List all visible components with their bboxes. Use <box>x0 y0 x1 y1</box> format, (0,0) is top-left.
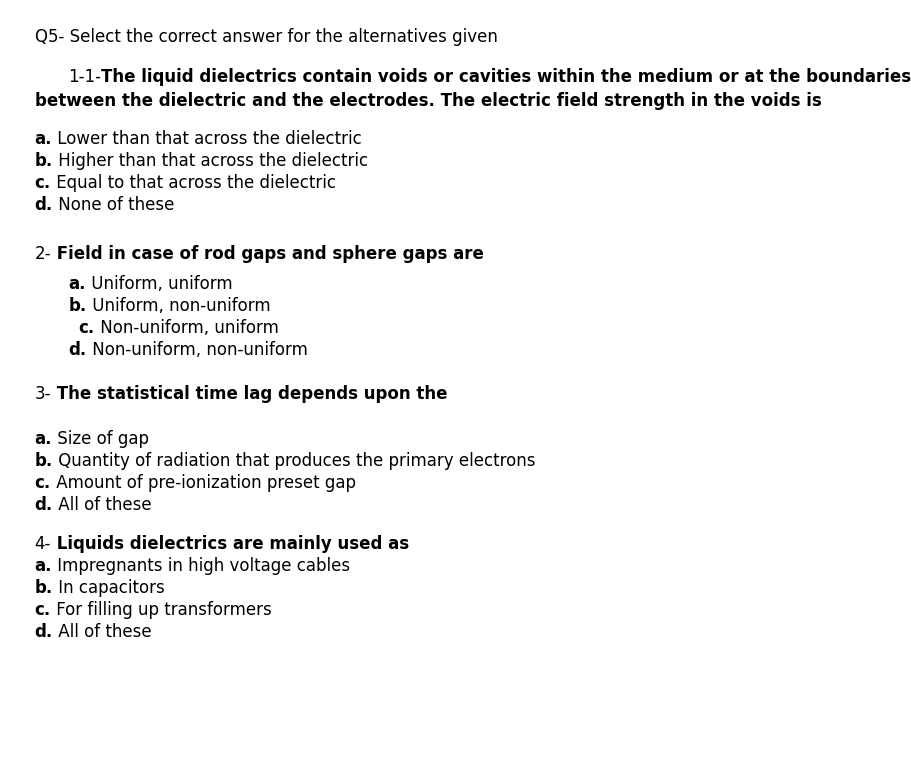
Text: 4-: 4- <box>35 535 51 553</box>
Text: Non-uniform, non-uniform: Non-uniform, non-uniform <box>87 341 307 359</box>
Text: All of these: All of these <box>53 496 151 514</box>
Text: c.: c. <box>78 319 95 337</box>
Text: d.: d. <box>35 196 53 214</box>
Text: Uniform, uniform: Uniform, uniform <box>86 275 232 293</box>
Text: Uniform, non-uniform: Uniform, non-uniform <box>87 297 270 315</box>
Text: b.: b. <box>35 152 53 170</box>
Text: Size of gap: Size of gap <box>52 430 149 448</box>
Text: None of these: None of these <box>53 196 174 214</box>
Text: The liquid dielectrics contain voids or cavities within the medium or at the bou: The liquid dielectrics contain voids or … <box>101 68 910 86</box>
Text: 2-: 2- <box>35 245 51 263</box>
Text: a.: a. <box>35 130 52 148</box>
Text: between the dielectric and the electrodes. The electric field strength in the vo: between the dielectric and the electrode… <box>35 92 821 110</box>
Text: b.: b. <box>68 297 87 315</box>
Text: Quantity of radiation that produces the primary electrons: Quantity of radiation that produces the … <box>53 452 535 470</box>
Text: 3-: 3- <box>35 385 51 403</box>
Text: Higher than that across the dielectric: Higher than that across the dielectric <box>53 152 368 170</box>
Text: b.: b. <box>35 579 53 597</box>
Text: Q5- Select the correct answer for the alternatives given: Q5- Select the correct answer for the al… <box>35 28 497 46</box>
Text: The statistical time lag depends upon the: The statistical time lag depends upon th… <box>51 385 447 403</box>
Text: Liquids dielectrics are mainly used as: Liquids dielectrics are mainly used as <box>51 535 409 553</box>
Text: b.: b. <box>35 452 53 470</box>
Text: In capacitors: In capacitors <box>53 579 165 597</box>
Text: Field in case of rod gaps and sphere gaps are: Field in case of rod gaps and sphere gap… <box>51 245 484 263</box>
Text: Non-uniform, uniform: Non-uniform, uniform <box>95 319 278 337</box>
Text: a.: a. <box>68 275 86 293</box>
Text: Lower than that across the dielectric: Lower than that across the dielectric <box>52 130 362 148</box>
Text: d.: d. <box>68 341 87 359</box>
Text: d.: d. <box>35 496 53 514</box>
Text: For filling up transformers: For filling up transformers <box>51 601 271 619</box>
Text: a.: a. <box>35 557 52 575</box>
Text: c.: c. <box>35 601 51 619</box>
Text: d.: d. <box>35 623 53 641</box>
Text: c.: c. <box>35 174 51 192</box>
Text: a.: a. <box>35 430 52 448</box>
Text: c.: c. <box>35 474 51 492</box>
Text: Amount of pre-ionization preset gap: Amount of pre-ionization preset gap <box>51 474 355 492</box>
Text: Impregnants in high voltage cables: Impregnants in high voltage cables <box>52 557 350 575</box>
Text: All of these: All of these <box>53 623 151 641</box>
Text: Equal to that across the dielectric: Equal to that across the dielectric <box>51 174 335 192</box>
Text: 1-1-: 1-1- <box>68 68 101 86</box>
